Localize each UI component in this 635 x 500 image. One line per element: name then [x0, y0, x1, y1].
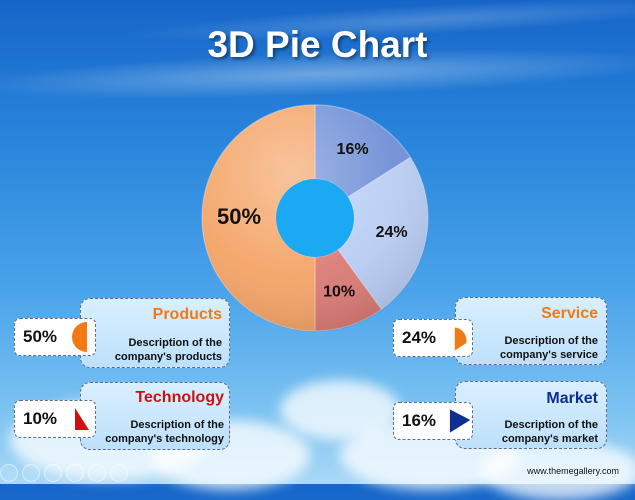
service-percent: 24% [402, 328, 437, 347]
pie-label-market: 16% [337, 141, 369, 158]
technology-description: Description of the company's technology [105, 419, 224, 445]
donut-hole [276, 179, 354, 257]
service-title: Service [541, 305, 598, 322]
market-percent: 16% [402, 411, 437, 430]
service-percent-box: 24% [393, 319, 473, 357]
technology-percent-box: 10% [14, 400, 96, 438]
pie-label-technology: 10% [323, 283, 355, 300]
technology-title: Technology [135, 389, 224, 406]
service-description: Description of the company's service [499, 335, 598, 361]
page-title: 3D Pie Chart [207, 24, 428, 65]
slide-zoom-button[interactable] [88, 464, 106, 482]
market-card [455, 381, 607, 449]
slide-nav-prev-button[interactable] [0, 464, 18, 482]
pie-label-service: 24% [376, 224, 408, 241]
slide-pen-button[interactable] [44, 464, 62, 482]
slide-nav-next-button[interactable] [22, 464, 40, 482]
slice-pie-icon [75, 408, 89, 430]
slide-menu-button[interactable] [110, 464, 128, 482]
products-description: Description of the company's products [114, 337, 222, 363]
pie-label-products: 50% [217, 204, 261, 229]
footer-url: www.themegallery.com [527, 466, 619, 476]
market-description: Description of the company's market [501, 419, 598, 445]
service-card [455, 297, 607, 365]
slide-view-button[interactable] [66, 464, 84, 482]
products-percent-box: 50% [14, 318, 96, 356]
products-title: Products [152, 306, 222, 323]
donut-chart: 16% 24% 10% 50% [201, 104, 429, 332]
products-percent: 50% [23, 327, 58, 346]
market-title: Market [546, 390, 598, 407]
technology-percent: 10% [23, 409, 58, 428]
half-pie-icon [72, 322, 87, 352]
triangle-pie-icon [449, 409, 471, 433]
quarter-pie-icon [454, 327, 467, 351]
technology-card [80, 382, 230, 450]
market-percent-box: 16% [393, 402, 473, 440]
